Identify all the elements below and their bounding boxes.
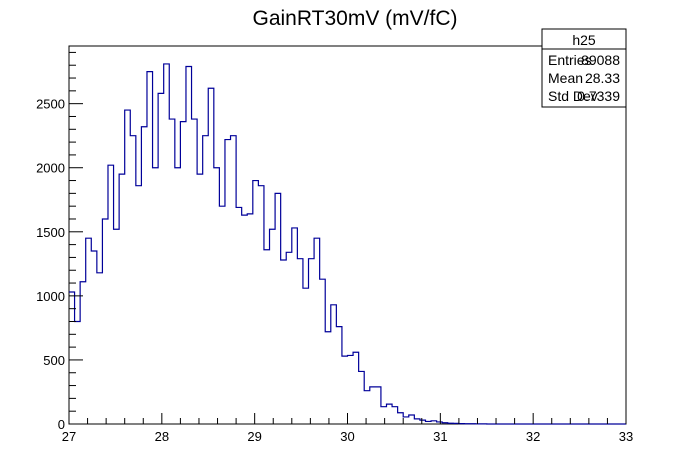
stats-entries-label: Entries	[548, 52, 592, 68]
x-tick-label: 30	[340, 429, 354, 444]
stats-name: h25	[572, 32, 596, 48]
x-tick-label: 27	[62, 429, 76, 444]
stats-stddev-label: Std Dev	[548, 88, 598, 104]
x-tick-label: 32	[526, 429, 540, 444]
x-tick-label: 28	[155, 429, 169, 444]
y-tick-label: 1000	[36, 289, 65, 304]
y-tick-label: 1500	[36, 225, 65, 240]
x-tick-label: 33	[619, 429, 633, 444]
x-tick-label: 29	[247, 429, 261, 444]
stats-stddev-value: 0.7339	[577, 88, 620, 104]
x-tick-label: 31	[433, 429, 447, 444]
histogram-outline	[69, 63, 626, 425]
stats-mean-label: Mean	[548, 70, 583, 86]
histogram-series	[69, 63, 626, 425]
axes: 27 28 29 30 31 32 33 0 500 1000 1500 2000 2500	[36, 51, 633, 444]
stats-box: h25 Entries 89088 Mean 28.33 Std Dev 0.7…	[541, 28, 627, 108]
stats-entries-value: 89088	[581, 52, 620, 68]
y-tick-label: 2500	[36, 97, 65, 112]
stats-box-frame	[541, 28, 627, 108]
y-tick-label: 0	[58, 417, 65, 432]
chart-title: GainRT30mV (mV/fC)	[253, 7, 458, 30]
stats-mean-value: 28.33	[585, 70, 620, 86]
y-tick-label: 2000	[36, 161, 65, 176]
y-tick-label: 500	[43, 353, 65, 368]
